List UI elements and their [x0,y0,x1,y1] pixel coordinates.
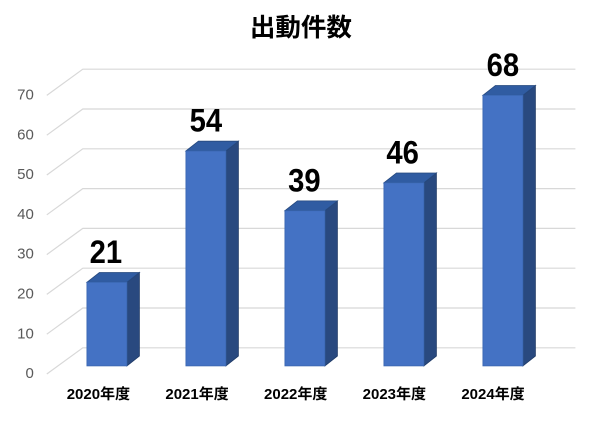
svg-text:30: 30 [17,246,34,263]
svg-text:10: 10 [17,325,34,342]
svg-text:50: 50 [17,166,34,183]
svg-text:0: 0 [25,365,33,382]
svg-text:21: 21 [90,234,123,270]
svg-text:2022: 2022 [264,386,297,403]
svg-text:70: 70 [17,87,34,104]
svg-text:2021: 2021 [165,386,198,403]
svg-text:39: 39 [288,162,321,198]
svg-text:2020: 2020 [67,386,100,403]
svg-text:2024: 2024 [461,386,495,403]
svg-text:46: 46 [386,135,419,171]
svg-text:2023: 2023 [363,386,396,403]
svg-text:60: 60 [17,126,34,143]
svg-text:54: 54 [190,103,223,139]
svg-text:20: 20 [17,286,34,303]
svg-text:40: 40 [17,206,34,223]
svg-text:68: 68 [487,47,520,83]
